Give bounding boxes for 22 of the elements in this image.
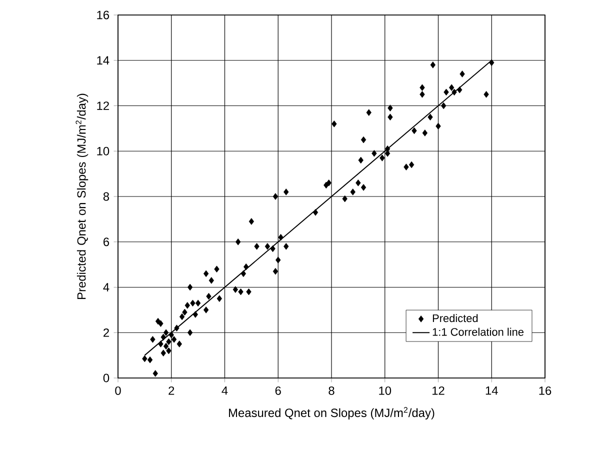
x-tick-label: 6: [275, 386, 281, 395]
x-tick-label: 12: [432, 386, 444, 395]
x-tick-label: 0: [115, 386, 121, 395]
x-tick-label: 14: [486, 386, 498, 395]
legend-label: Predicted: [432, 314, 478, 322]
y-tick-label: 14: [97, 56, 110, 64]
x-tick-label: 2: [168, 386, 174, 395]
y-axis-title: Predicted Qnet on Slopes (MJ/m$^{2}$/day): [76, 94, 88, 299]
x-tick-label: 8: [328, 386, 334, 395]
y-tick-label: 16: [97, 10, 110, 20]
x-tick-label: 16: [539, 386, 552, 395]
x-tick-label: 4: [222, 386, 228, 395]
y-tick-label: 2: [104, 328, 109, 337]
y-tick-label: 0: [103, 374, 110, 382]
y-tick-label: 10: [97, 146, 110, 156]
x-axis-title: Measured Qnet on Slopes (MJ/m$^{2}$/day): [229, 407, 434, 420]
y-tick-label: 4: [103, 283, 110, 292]
y-tick-label: 8: [103, 192, 110, 201]
y-tick-label: 12: [97, 102, 109, 110]
x-tick-label: 10: [379, 386, 392, 395]
legend-label: 1:1 Correlation line: [432, 328, 524, 336]
y-tick-label: 6: [104, 238, 110, 246]
